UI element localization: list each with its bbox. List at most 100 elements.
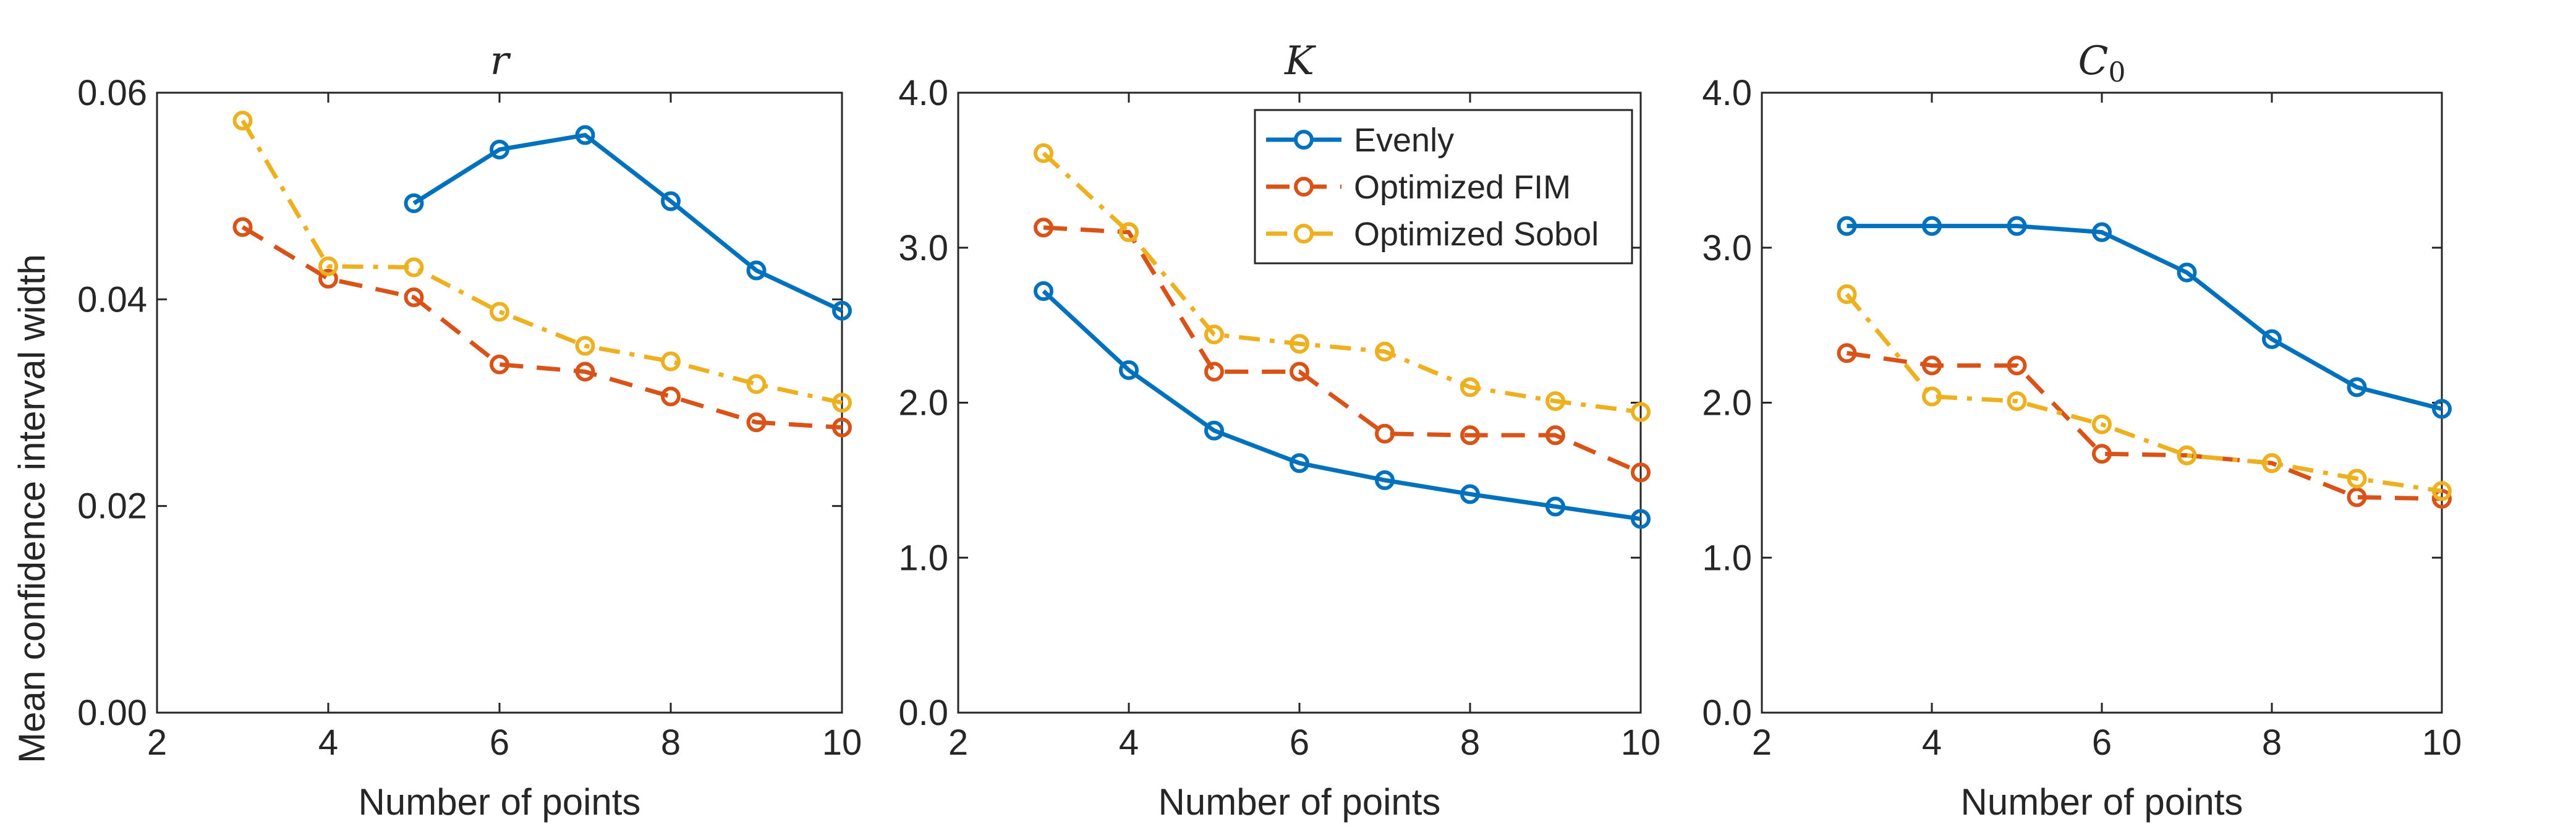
data-point [1460,484,1480,504]
data-point [232,111,253,131]
data-point [1837,284,1857,304]
data-point [2347,377,2367,397]
data-point [575,125,595,145]
x-tick-label: 8 [661,723,681,763]
legend-label: Evenly [1354,122,1454,159]
chart-title-main: C [2078,38,2109,84]
data-point [404,193,424,213]
data-point [1545,496,1565,517]
data-point [1204,420,1224,441]
x-tick-label: 4 [318,723,338,763]
chart-title-main: r [490,38,511,84]
y-tick-label: 0.02 [77,486,147,527]
y-axis-label: Mean confidence interval width [11,254,53,763]
data-point [2092,222,2112,242]
x-tick-label: 4 [1119,723,1139,763]
data-point [2432,481,2452,501]
data-point [2092,414,2112,435]
chart-title-main: K [1284,38,1316,84]
data-point [1290,362,1309,382]
y-tick-label: 1.0 [898,538,948,578]
data-point [832,417,852,438]
data-point [1375,470,1395,490]
x-axis-label: Number of points [359,781,641,823]
data-point [1460,377,1480,397]
data-point [1034,218,1053,238]
data-point [2177,262,2197,282]
data-point [1631,402,1651,422]
data-point [575,336,595,356]
chart-panel-3: 2 4 6 8 10 0.0 1.0 2.0 3.0 4.0 C0 Number of points [1702,38,2462,823]
data-point [1204,324,1224,345]
data-point [2347,487,2367,507]
data-point [1119,222,1139,242]
data-point [2262,453,2282,473]
legend-marker [1294,130,1314,150]
chart-title: r [490,38,511,84]
data-point [232,217,253,237]
data-point [1034,281,1053,301]
data-point [490,354,509,375]
y-tick-label: 3.0 [898,228,948,268]
data-point [1922,355,1942,376]
x-tick-label: 4 [1922,723,1942,763]
x-tick-label: 6 [490,723,509,763]
x-tick-label: 10 [1621,723,1661,763]
y-tick-label: 4.0 [1702,73,1752,113]
chart-title-subscript: 0 [2108,57,2125,88]
legend-label: Optimized FIM [1354,169,1571,206]
y-tick-label: 4.0 [898,73,948,113]
data-point [832,392,852,413]
data-point [1204,362,1224,382]
y-tick-label: 2.0 [898,383,948,423]
data-point [1631,509,1651,529]
data-point [1545,425,1565,446]
data-point [1837,343,1857,363]
data-point [2007,216,2027,236]
legend: Evenly Optimized FIM Optimized Sobol [1254,109,1633,265]
data-point [490,302,509,322]
legend-marker [1294,224,1314,244]
x-tick-label: 10 [822,723,862,763]
y-tick-label: 0.06 [77,73,147,113]
data-point [661,351,681,371]
plot-area [1761,91,2443,714]
data-point [2007,355,2027,376]
series-line-optimized-sobol [1845,292,2442,493]
data-point [1922,386,1942,407]
data-point [1290,453,1309,473]
series-line-evenly [412,133,843,313]
data-point [1922,216,1942,236]
y-tick-label: 0.0 [898,693,948,733]
data-point [1460,425,1480,446]
data-point [404,287,424,307]
legend-marker [1294,177,1314,197]
x-tick-label: 6 [1290,723,1309,763]
y-tick-label: 1.0 [1702,538,1752,578]
x-tick-label: 8 [1460,723,1480,763]
data-point [1837,216,1857,236]
data-point [2432,399,2452,419]
x-tick-label: 8 [2262,723,2282,763]
x-tick-label: 2 [147,723,167,763]
chart-title: C0 [2078,38,2126,88]
data-point [1290,334,1309,354]
chart-panel-2: 2 4 6 8 10 0.0 1.0 2.0 3.0 4.0 K Number of points Ev… [898,38,1660,823]
data-point [1034,143,1053,163]
series-line-optimized-fim [1846,350,2442,501]
y-tick-label: 2.0 [1702,383,1752,423]
data-point [2092,444,2112,464]
plot-area [156,91,843,714]
data-point [404,257,424,278]
chart-panel-1: 2 4 6 8 10 0.00 0.02 0.04 0.06 r Number of points [77,38,862,823]
data-point [490,139,509,159]
series-line-optimized-fim [241,225,843,430]
data-point [318,268,338,289]
data-point [575,362,595,382]
x-tick-label: 10 [2422,723,2462,763]
x-tick-label: 6 [2092,723,2112,763]
data-point [661,191,681,211]
y-tick-label: 0.04 [77,279,147,320]
